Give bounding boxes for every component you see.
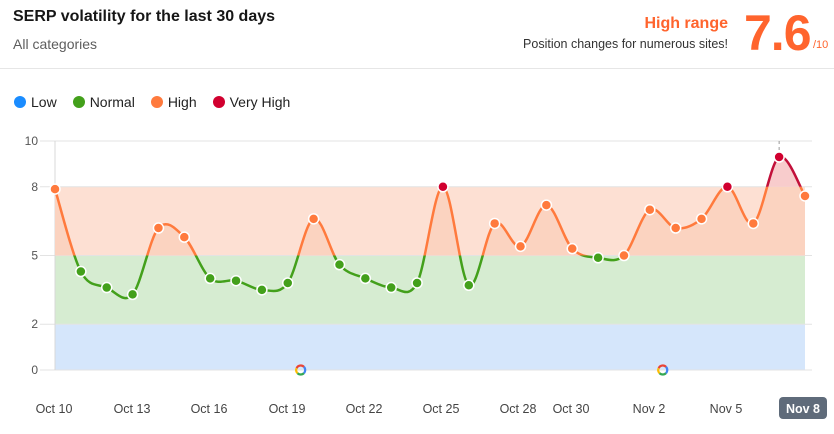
data-point	[721, 181, 734, 193]
y-tick-label: 8	[31, 180, 38, 194]
x-tick-label: Oct 30	[553, 402, 590, 416]
data-point	[333, 258, 346, 271]
data-point	[385, 281, 397, 294]
data-point	[49, 183, 61, 195]
data-point	[282, 277, 294, 289]
legend-item-normal[interactable]: Normal	[72, 94, 135, 110]
legend-label-low: Low	[31, 94, 57, 110]
volatility-score: 7.6	[744, 5, 812, 61]
data-point	[695, 213, 708, 225]
data-point	[75, 265, 87, 278]
data-point	[359, 272, 372, 285]
volatility-chart: 0 2 5 8 10 Oct 10 Oct 13 Oct 16 Oct 19 Oct 22 Oct …	[0, 120, 834, 434]
data-point	[669, 222, 682, 234]
x-tick-label: Oct 10	[36, 402, 73, 416]
legend-item-low[interactable]: Low	[14, 94, 57, 110]
x-tick-label: Nov 5	[710, 402, 743, 416]
x-tick-label: Nov 8	[786, 402, 820, 416]
data-point	[204, 272, 216, 285]
data-point	[488, 217, 501, 230]
x-tick-label: Oct 16	[191, 402, 228, 416]
data-point	[256, 284, 268, 296]
page-title: SERP volatility for the last 30 days	[13, 8, 276, 25]
x-tick-label: Oct 13	[114, 402, 151, 416]
zone-very-high	[55, 141, 805, 187]
x-tick-label: Nov 2	[633, 402, 666, 416]
data-point	[747, 217, 760, 230]
data-point	[773, 151, 785, 163]
legend-dot-low	[14, 96, 26, 108]
data-point	[437, 181, 449, 193]
data-point	[566, 242, 578, 255]
y-tick-label: 5	[31, 249, 38, 263]
x-tick-highlight	[779, 397, 827, 419]
y-tick-label: 10	[25, 134, 39, 148]
chart-svg: 0 2 5 8 10 Oct 10 Oct 13 Oct 16 Oct 19 Oct 22 Oct …	[25, 134, 827, 419]
y-tick-label: 0	[31, 363, 38, 377]
legend-item-high[interactable]: High	[150, 94, 197, 110]
legend-label-normal: Normal	[89, 94, 135, 110]
data-point	[463, 279, 475, 292]
data-point	[540, 199, 553, 211]
legend-dot-normal	[72, 96, 85, 108]
legend-label-high: High	[167, 94, 197, 110]
data-point	[411, 277, 423, 289]
google-icon	[295, 364, 307, 376]
chart-legend: Low Normal High Very High	[14, 92, 306, 112]
y-tick-label: 2	[31, 317, 38, 331]
data-point	[100, 281, 113, 294]
legend-dot-very-high	[212, 96, 225, 108]
zone-normal	[55, 255, 805, 325]
x-tick-label: Oct 25	[423, 402, 460, 416]
google-icon	[657, 364, 669, 376]
data-point	[152, 222, 165, 234]
score-max: /10	[813, 39, 829, 51]
area-high	[55, 186, 805, 256]
data-point	[307, 213, 320, 225]
data-point	[799, 190, 811, 202]
legend-item-very-high[interactable]: Very High	[212, 94, 291, 110]
range-description: Position changes for numerous sites!	[523, 37, 728, 51]
data-point	[126, 288, 139, 301]
category-subtitle[interactable]: All categories	[13, 36, 98, 52]
range-label: High range	[644, 15, 728, 32]
legend-label-very-high: Very High	[229, 94, 291, 110]
data-point	[230, 274, 242, 287]
x-tick-label: Oct 28	[500, 402, 537, 416]
x-tick-label: Oct 22	[346, 402, 383, 416]
data-point	[644, 203, 656, 216]
zone-low	[55, 324, 805, 370]
data-point	[514, 240, 527, 253]
data-point	[178, 231, 191, 243]
header: SERP volatility for the last 30 days All…	[0, 0, 834, 69]
legend-dot-high	[150, 96, 163, 108]
x-tick-label: Oct 19	[269, 402, 306, 416]
data-point	[592, 252, 604, 264]
data-point	[618, 249, 630, 262]
